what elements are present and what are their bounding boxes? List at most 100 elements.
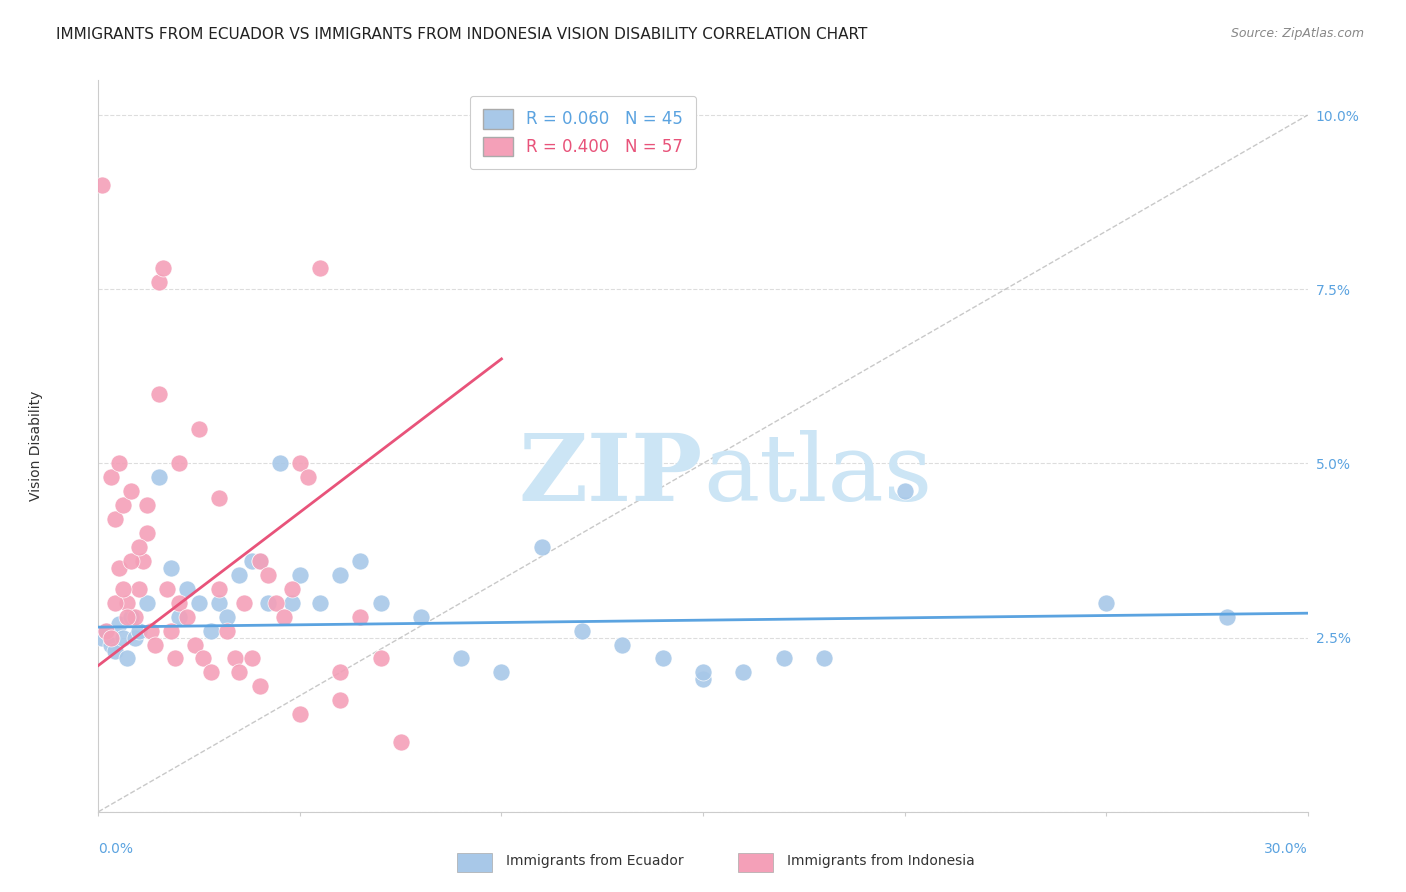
Point — [491, 665, 513, 680]
Point — [160, 561, 183, 575]
Point — [733, 665, 755, 680]
Point — [217, 609, 239, 624]
Point — [120, 554, 142, 568]
Point — [128, 540, 150, 554]
Point — [530, 540, 553, 554]
Point — [91, 631, 114, 645]
Point — [813, 651, 835, 665]
Point — [128, 624, 150, 638]
Text: 0.0%: 0.0% — [98, 842, 134, 856]
Point — [115, 651, 138, 665]
Point — [176, 609, 198, 624]
Text: 30.0%: 30.0% — [1264, 842, 1308, 856]
Point — [103, 644, 125, 658]
Point — [893, 484, 915, 499]
Point — [329, 567, 352, 582]
Legend: R = 0.060   N = 45, R = 0.400   N = 57: R = 0.060 N = 45, R = 0.400 N = 57 — [470, 96, 696, 169]
Point — [124, 609, 146, 624]
Point — [249, 679, 271, 693]
Point — [120, 484, 142, 499]
Point — [111, 582, 134, 596]
Point — [176, 582, 198, 596]
Point — [269, 457, 291, 471]
Point — [143, 638, 166, 652]
Text: Immigrants from Indonesia: Immigrants from Indonesia — [787, 854, 976, 868]
Point — [329, 693, 352, 707]
Point — [228, 567, 250, 582]
Point — [249, 554, 271, 568]
Point — [156, 582, 179, 596]
Point — [228, 665, 250, 680]
Point — [200, 665, 222, 680]
Point — [148, 275, 170, 289]
Point — [692, 673, 714, 687]
Point — [115, 596, 138, 610]
Point — [288, 707, 311, 722]
Point — [288, 567, 311, 582]
Point — [349, 554, 371, 568]
Point — [103, 596, 125, 610]
Point — [273, 609, 295, 624]
Point — [111, 631, 134, 645]
Point — [167, 457, 190, 471]
Point — [96, 624, 118, 638]
Point — [370, 651, 392, 665]
Point — [184, 638, 207, 652]
Point — [281, 596, 304, 610]
Point — [692, 665, 714, 680]
Point — [249, 554, 271, 568]
Point — [103, 512, 125, 526]
Point — [188, 421, 211, 435]
Point — [450, 651, 472, 665]
Point — [240, 651, 263, 665]
Point — [651, 651, 673, 665]
Point — [107, 561, 129, 575]
Point — [309, 261, 332, 276]
Point — [135, 498, 157, 512]
Text: atlas: atlas — [703, 430, 932, 520]
Point — [349, 609, 371, 624]
Point — [148, 470, 170, 484]
Point — [160, 624, 183, 638]
Point — [188, 596, 211, 610]
Y-axis label: Vision Disability: Vision Disability — [30, 391, 42, 501]
Point — [370, 596, 392, 610]
Point — [389, 735, 412, 749]
Point — [91, 178, 114, 192]
Point — [135, 526, 157, 541]
Point — [200, 624, 222, 638]
Point — [193, 651, 215, 665]
Point — [208, 582, 231, 596]
Point — [100, 470, 122, 484]
Point — [124, 631, 146, 645]
Point — [224, 651, 246, 665]
Point — [135, 596, 157, 610]
Point — [107, 616, 129, 631]
Point — [100, 631, 122, 645]
Point — [264, 596, 287, 610]
Text: Immigrants from Ecuador: Immigrants from Ecuador — [506, 854, 683, 868]
Point — [100, 638, 122, 652]
Point — [772, 651, 794, 665]
Point — [256, 596, 278, 610]
Point — [217, 624, 239, 638]
Text: IMMIGRANTS FROM ECUADOR VS IMMIGRANTS FROM INDONESIA VISION DISABILITY CORRELATI: IMMIGRANTS FROM ECUADOR VS IMMIGRANTS FR… — [56, 27, 868, 42]
Point — [571, 624, 593, 638]
Point — [309, 596, 332, 610]
Point — [288, 457, 311, 471]
Point — [256, 567, 278, 582]
Point — [148, 386, 170, 401]
Point — [297, 470, 319, 484]
Point — [612, 638, 634, 652]
Point — [152, 261, 174, 276]
Point — [232, 596, 254, 610]
Point — [1216, 609, 1239, 624]
Point — [115, 609, 138, 624]
Point — [163, 651, 186, 665]
Point — [111, 498, 134, 512]
Point — [128, 582, 150, 596]
Point — [132, 554, 155, 568]
Text: Source: ZipAtlas.com: Source: ZipAtlas.com — [1230, 27, 1364, 40]
Point — [208, 596, 231, 610]
Point — [240, 554, 263, 568]
